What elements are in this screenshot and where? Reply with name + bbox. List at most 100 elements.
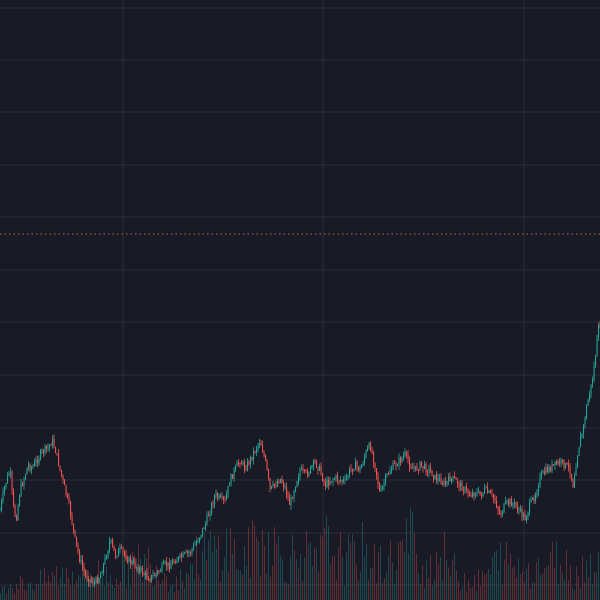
volume-bar xyxy=(368,579,369,600)
candle-down xyxy=(269,478,271,489)
candle-down xyxy=(262,445,264,453)
volume-bar xyxy=(430,555,431,600)
volume-bar xyxy=(440,557,441,600)
volume-bar xyxy=(12,588,13,600)
candle-up xyxy=(538,486,540,492)
volume-bar xyxy=(382,582,383,600)
volume-bar xyxy=(16,584,17,600)
candle-up xyxy=(520,508,522,511)
candle-up xyxy=(206,515,208,524)
candle-up xyxy=(476,492,478,495)
candle-up xyxy=(380,488,382,491)
volume-bar xyxy=(374,544,375,600)
candle-up xyxy=(298,477,300,482)
volume-bar xyxy=(240,570,241,600)
candle-up xyxy=(565,462,567,469)
candle-up xyxy=(176,560,178,564)
volume-bar xyxy=(120,581,121,600)
candle-down xyxy=(245,469,247,471)
volume-bar xyxy=(194,578,195,600)
volume-bar xyxy=(106,566,107,600)
candle-down xyxy=(143,574,145,576)
volume-bar xyxy=(404,552,405,600)
candle-up xyxy=(131,561,133,565)
candle-up xyxy=(233,469,235,479)
candle-up xyxy=(389,471,391,475)
candle-up xyxy=(295,486,297,492)
candle-up xyxy=(118,549,120,557)
candle-down xyxy=(572,479,574,488)
candle-down xyxy=(289,497,291,505)
volume-bar xyxy=(152,586,153,600)
candle-down xyxy=(497,507,499,511)
volume-bar xyxy=(234,538,235,600)
candle-up xyxy=(391,469,393,472)
candle-up xyxy=(560,459,562,464)
candle-up xyxy=(334,478,336,480)
candle-up xyxy=(460,482,462,487)
candle-down xyxy=(281,478,283,484)
volume-bar xyxy=(520,574,521,600)
candle-up xyxy=(397,465,399,467)
volume-bar xyxy=(174,592,175,600)
volume-bar xyxy=(444,531,445,600)
candle-up xyxy=(218,495,220,499)
volume-bar xyxy=(188,574,189,600)
candle-up xyxy=(104,557,106,564)
volume-bar xyxy=(576,566,577,600)
candle-up xyxy=(106,557,108,559)
candle-up xyxy=(107,550,109,558)
volume-bar xyxy=(416,553,417,600)
candle-down xyxy=(388,473,390,475)
volume-bar xyxy=(528,563,529,600)
volume-bar xyxy=(384,578,385,600)
volume-bar xyxy=(496,550,497,600)
volume-bar xyxy=(154,586,155,600)
candle-up xyxy=(311,465,313,467)
candle-up xyxy=(386,473,388,476)
candle-up xyxy=(530,499,532,503)
candle-up xyxy=(551,464,553,472)
candle-up xyxy=(424,464,426,469)
candle-down xyxy=(275,485,277,487)
volume-bar xyxy=(66,568,67,600)
candle-up xyxy=(451,478,453,482)
volume-bar xyxy=(300,553,301,600)
candle-down xyxy=(524,514,526,521)
volume-bar xyxy=(408,553,409,600)
candle-up xyxy=(343,479,345,482)
volume-bar xyxy=(586,560,587,600)
candle-up xyxy=(179,554,181,557)
volume-bar xyxy=(378,552,379,600)
candle-down xyxy=(64,479,66,486)
volume-bar xyxy=(468,580,469,600)
candle-down xyxy=(115,550,117,557)
candle-down xyxy=(455,477,457,480)
volume-bar xyxy=(302,581,303,600)
candle-up xyxy=(215,493,217,496)
candle-down xyxy=(251,456,253,460)
candle-up xyxy=(488,490,490,493)
candle-up xyxy=(583,424,585,434)
candle-up xyxy=(347,475,349,478)
candle-down xyxy=(487,487,489,493)
candle-down xyxy=(338,480,340,482)
candle-down xyxy=(493,494,495,499)
candle-down xyxy=(112,539,114,546)
volume-bar xyxy=(298,568,299,600)
volume-bar xyxy=(334,556,335,600)
candle-down xyxy=(244,461,246,470)
volume-bar xyxy=(44,567,45,600)
candle-up xyxy=(359,468,361,471)
volume-bar xyxy=(306,531,307,600)
candle-up xyxy=(194,544,196,546)
candle-up xyxy=(7,475,9,484)
volume-bar xyxy=(554,567,555,600)
candle-up xyxy=(94,582,96,584)
candle-down xyxy=(413,467,415,469)
volume-bar xyxy=(360,571,361,600)
candle-up xyxy=(178,556,180,561)
candle-up xyxy=(592,379,594,385)
candle-down xyxy=(92,581,94,584)
volume-bar xyxy=(220,581,221,600)
